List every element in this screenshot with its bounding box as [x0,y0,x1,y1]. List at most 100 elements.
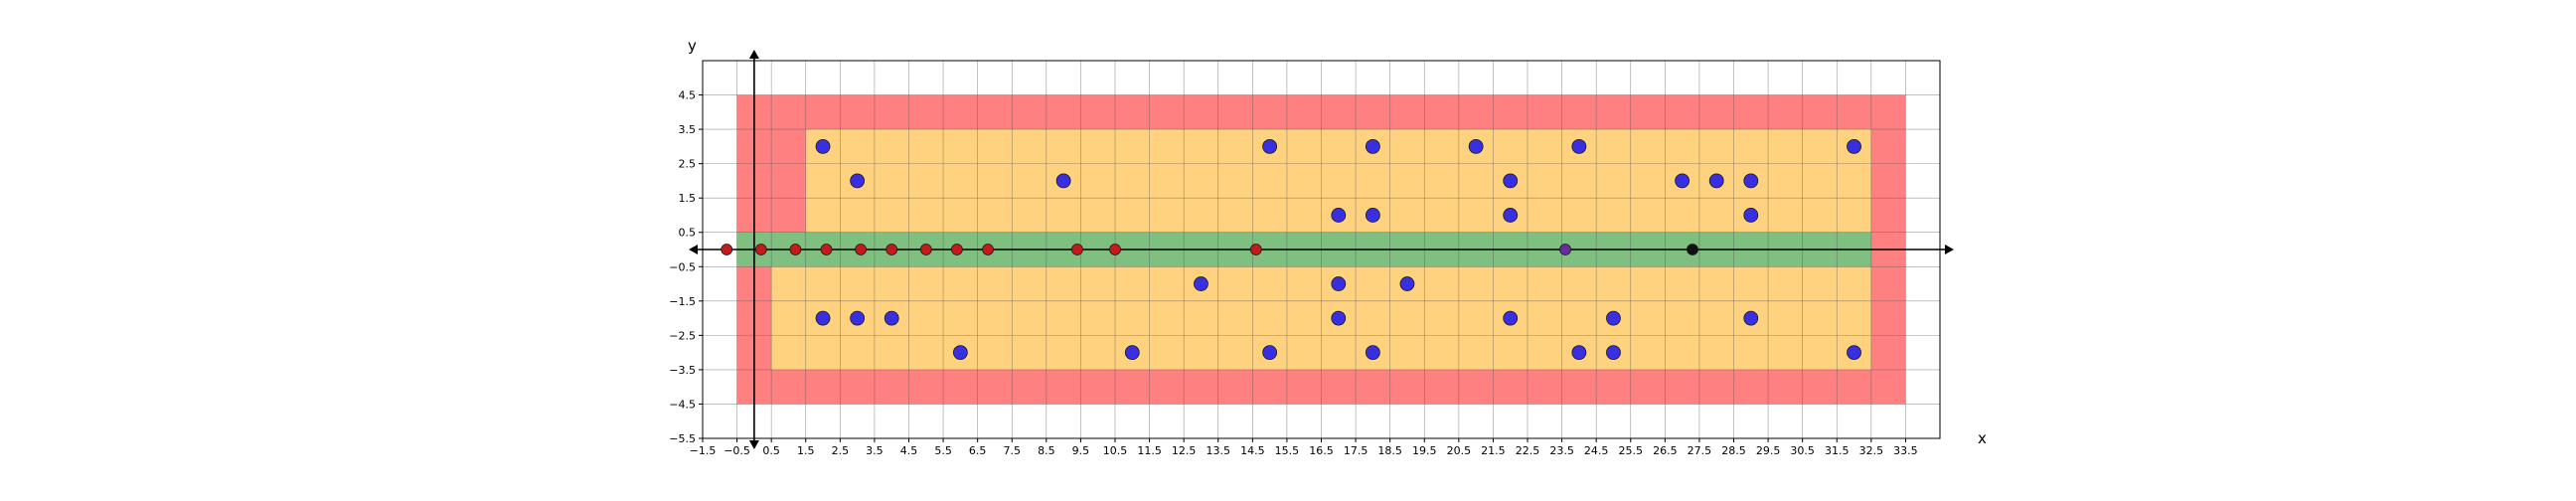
x-tick-label-15: 13.5 [1207,444,1231,457]
x-tick-labels: −1.5 −0.5 0.5 1.5 2.5 3.5 4.5 5.5 6.5 7.5 8.5 9.5 10… [690,438,1918,457]
x-tick-label-0: −1.5 [690,444,717,457]
x-tick-label-24: 22.5 [1516,444,1540,457]
point-s0-14 [1503,208,1519,223]
y-tick-label-7: −2.5 [669,329,696,342]
point-s0-22 [1331,310,1347,326]
point-s0-2 [1055,173,1071,189]
x-tick-label-26: 24.5 [1584,444,1609,457]
x-tick-label-18: 16.5 [1309,444,1334,457]
point-s0-3 [1262,138,1278,154]
x-tick-label-8: 6.5 [969,444,987,457]
x-tick-label-30: 28.5 [1721,444,1746,457]
x-tick-label-3: 1.5 [797,444,815,457]
point-s1-11 [1249,244,1262,255]
y-axis-arrow-down [748,440,759,449]
point-s0-20 [850,310,866,326]
point-s0-1 [850,173,866,189]
x-tick-label-14: 12.5 [1172,444,1197,457]
point-s1-6 [919,244,932,255]
point-s0-24 [1606,310,1621,326]
x-axis-arrow-left [689,245,698,254]
point-s0-9 [1675,173,1690,189]
x-axis-arrow-right [1945,245,1954,254]
y-tick-label-10: −5.5 [669,432,696,445]
x-tick-label-28: 26.5 [1653,444,1678,457]
y-tick-label-9: −4.5 [669,398,696,411]
y-tick-label-8: −3.5 [669,364,696,377]
y-tick-label-0: 4.5 [679,89,697,102]
y-tick-label-5: −0.5 [669,260,696,273]
point-s0-15 [1743,208,1759,223]
point-s1-8 [982,244,994,255]
x-tick-label-25: 23.5 [1549,444,1574,457]
x-axis-label: x [1978,429,1987,447]
x-tick-label-19: 17.5 [1344,444,1368,457]
x-tick-label-1: −0.5 [724,444,750,457]
x-tick-label-4: 2.5 [832,444,850,457]
x-tick-label-9: 7.5 [1004,444,1022,457]
point-s0-10 [1708,173,1724,189]
x-tick-label-13: 11.5 [1137,444,1162,457]
x-tick-label-20: 18.5 [1377,444,1402,457]
point-s0-23 [1503,310,1519,326]
point-s0-21 [884,310,899,326]
x-tick-label-23: 21.5 [1481,444,1506,457]
point-s0-25 [1743,310,1759,326]
y-tick-label-1: 3.5 [679,123,697,136]
point-s1-10 [1109,244,1121,255]
x-tick-label-5: 3.5 [866,444,884,457]
point-s1-2 [789,244,802,255]
x-tick-label-16: 14.5 [1240,444,1265,457]
point-s0-31 [1606,345,1621,361]
point-s0-29 [1365,345,1380,361]
y-tick-labels: 4.5 3.5 2.5 1.5 0.5 −0.5 −1.5 −2.5 −3.5 −4.5 −5.5 [669,89,703,445]
x-tick-label-11: 9.5 [1072,444,1090,457]
point-s1-3 [820,244,833,255]
point-s3-0 [1687,244,1698,255]
point-s1-5 [886,244,898,255]
point-s1-0 [721,244,733,255]
point-s0-6 [1571,138,1587,154]
point-s2-0 [1559,244,1571,255]
x-tick-label-10: 8.5 [1038,444,1055,457]
x-tick-label-31: 29.5 [1756,444,1781,457]
point-s0-4 [1365,138,1380,154]
point-s0-16 [1194,276,1208,291]
point-s0-27 [1124,345,1140,361]
y-tick-label-4: 0.5 [679,227,697,240]
y-axis-label: y [688,37,697,55]
point-s0-5 [1468,138,1484,154]
x-tick-label-33: 31.5 [1825,444,1850,457]
x-tick-label-7: 5.5 [934,444,952,457]
point-s1-4 [855,244,867,255]
y-tick-label-3: 1.5 [679,192,697,205]
y-tick-label-2: 2.5 [679,158,697,171]
point-s1-7 [951,244,963,255]
x-tick-label-12: 10.5 [1103,444,1128,457]
x-tick-label-29: 27.5 [1688,444,1712,457]
point-s0-13 [1365,208,1380,223]
x-tick-label-2: 0.5 [762,444,780,457]
points-layer [721,138,1861,361]
point-s0-30 [1571,345,1587,361]
point-s0-0 [815,138,831,154]
x-tick-label-35: 33.5 [1893,444,1918,457]
x-tick-label-32: 30.5 [1790,444,1815,457]
point-s0-18 [1399,276,1415,291]
point-s0-17 [1331,276,1347,291]
point-s1-9 [1071,244,1083,255]
point-s0-11 [1743,173,1759,189]
point-s0-8 [1503,173,1519,189]
x-tick-label-27: 25.5 [1619,444,1644,457]
point-s0-12 [1331,208,1347,223]
x-tick-label-22: 20.5 [1447,444,1472,457]
point-s0-19 [815,310,831,326]
point-s0-32 [1847,345,1861,361]
point-s1-1 [754,244,767,255]
axes-layer [689,50,1954,449]
x-tick-label-21: 19.5 [1412,444,1437,457]
point-s0-28 [1262,345,1278,361]
x-tick-label-6: 4.5 [900,444,918,457]
x-tick-label-17: 15.5 [1275,444,1300,457]
